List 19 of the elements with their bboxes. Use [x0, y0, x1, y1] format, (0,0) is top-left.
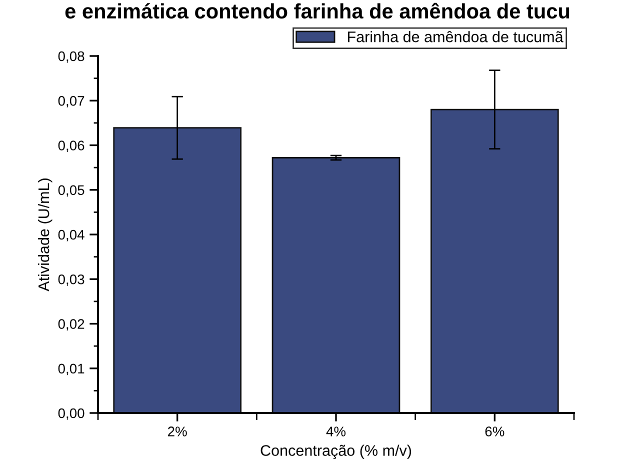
y-tick-label: 0,02: [58, 319, 84, 331]
y-tick-label: 0,07: [58, 96, 84, 108]
y-tick-label: 0,01: [58, 364, 84, 376]
bar: [430, 108, 559, 413]
chart-title: e enzimática contendo farinha de amêndoa de tucu: [65, 2, 570, 19]
x-axis-title: Concentração (% m/v): [260, 444, 412, 460]
bar: [272, 157, 400, 413]
y-tick-label: 0,05: [58, 185, 84, 197]
y-tick-label: 0,06: [58, 140, 84, 152]
x-tick-label: 6%: [485, 426, 504, 436]
y-tick-label: 0,04: [58, 230, 84, 242]
y-tick-label: 0,00: [58, 408, 84, 420]
y-tick-label: 0,08: [58, 51, 84, 63]
bar: [113, 127, 242, 413]
legend-label: Farinha de amêndoa de tucumã: [348, 31, 564, 42]
x-tick-label: 4%: [326, 426, 346, 436]
x-tick-label: 2%: [168, 426, 187, 436]
y-tick-label: 0,03: [58, 274, 84, 286]
y-axis-title: Atividade (U/mL): [38, 178, 52, 292]
